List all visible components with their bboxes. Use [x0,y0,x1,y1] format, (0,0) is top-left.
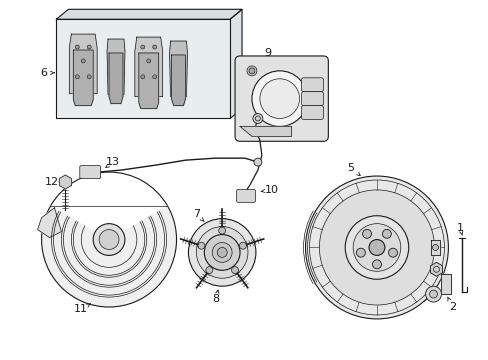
Polygon shape [59,175,71,189]
Text: 3: 3 [430,256,437,266]
Circle shape [352,224,400,271]
Circle shape [259,79,299,118]
Circle shape [141,45,144,49]
Circle shape [251,71,307,126]
Circle shape [141,75,144,79]
FancyBboxPatch shape [301,105,323,120]
Polygon shape [107,39,124,95]
Circle shape [432,244,438,251]
Text: 5: 5 [347,163,354,173]
Polygon shape [135,37,163,96]
Circle shape [204,235,240,270]
Circle shape [218,227,225,234]
Circle shape [196,227,247,278]
Circle shape [356,248,365,257]
Polygon shape [171,55,185,105]
FancyBboxPatch shape [236,189,255,202]
Circle shape [188,219,255,286]
Circle shape [205,267,212,274]
Text: 10: 10 [264,185,278,195]
Circle shape [75,75,79,79]
Circle shape [345,216,408,279]
Circle shape [231,267,238,274]
Polygon shape [73,50,93,105]
Circle shape [388,248,397,257]
Circle shape [246,66,256,76]
Circle shape [253,158,262,166]
Circle shape [87,75,91,79]
Polygon shape [429,239,440,255]
Circle shape [372,260,381,269]
Circle shape [382,229,390,238]
Circle shape [319,190,434,305]
Text: 6: 6 [40,68,47,78]
Text: 7: 7 [192,209,200,219]
Polygon shape [169,41,187,96]
Text: 12: 12 [44,177,59,187]
Polygon shape [38,208,61,238]
Circle shape [81,59,85,63]
Polygon shape [441,274,450,294]
Polygon shape [240,126,291,136]
Text: 2: 2 [448,302,455,312]
Circle shape [428,290,437,298]
Circle shape [217,247,226,257]
Circle shape [248,68,254,74]
Circle shape [305,176,447,319]
Circle shape [93,224,124,255]
Text: 9: 9 [264,48,271,58]
Polygon shape [109,53,122,104]
Circle shape [99,230,119,249]
Text: 11: 11 [74,304,88,314]
Polygon shape [139,53,158,109]
Circle shape [75,45,79,49]
Circle shape [425,286,441,302]
Circle shape [152,75,156,79]
Text: 8: 8 [212,294,219,304]
Text: 1: 1 [456,222,463,233]
FancyBboxPatch shape [301,92,323,105]
Circle shape [362,229,371,238]
Circle shape [252,113,263,123]
Polygon shape [56,19,230,118]
FancyBboxPatch shape [301,78,323,92]
Text: 4: 4 [412,296,419,306]
FancyBboxPatch shape [235,56,327,141]
Text: 14: 14 [399,225,413,235]
Circle shape [87,45,91,49]
Circle shape [146,59,150,63]
FancyBboxPatch shape [80,166,101,179]
Polygon shape [56,9,242,19]
Polygon shape [429,262,442,276]
Wedge shape [49,170,169,239]
Circle shape [198,242,204,249]
Circle shape [368,239,384,255]
Circle shape [212,243,232,262]
Circle shape [41,172,176,307]
Circle shape [152,45,156,49]
Polygon shape [230,9,242,118]
Polygon shape [69,34,97,94]
Text: 13: 13 [106,157,120,167]
Circle shape [239,242,246,249]
